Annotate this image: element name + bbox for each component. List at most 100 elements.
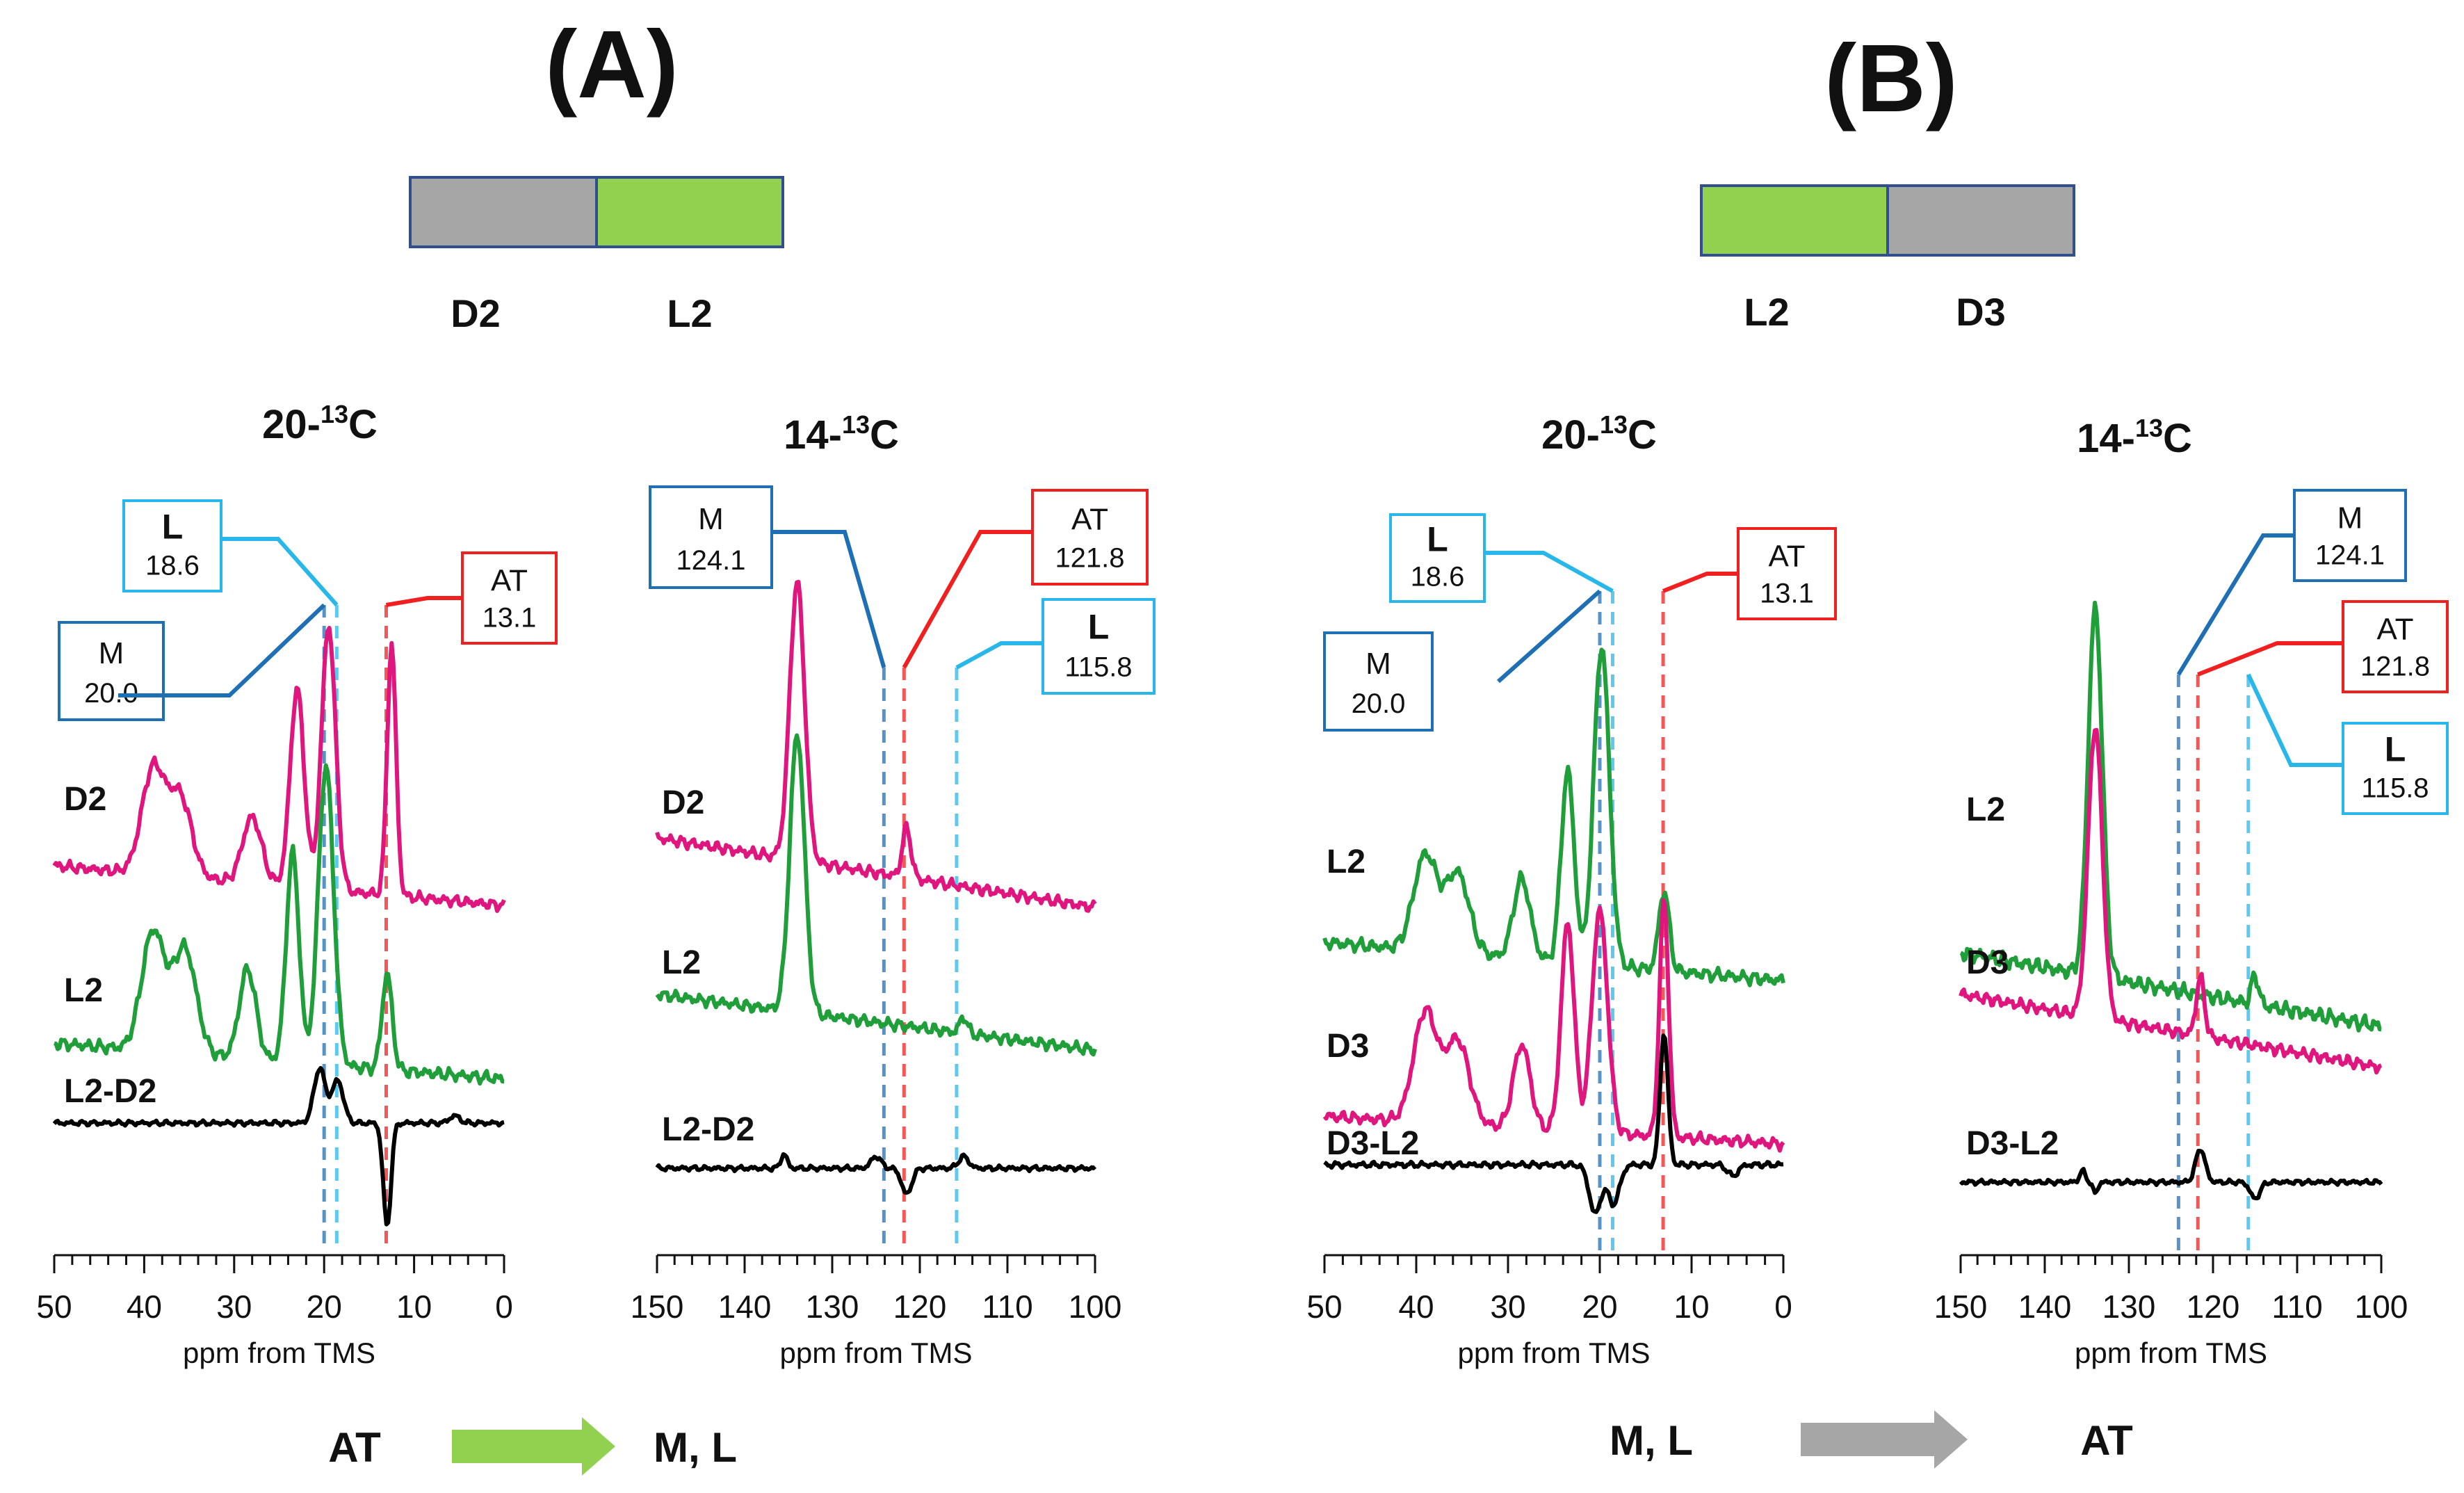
chart-title: 20-13C	[262, 400, 378, 447]
spectrum-trace-d3-l2	[1323, 1033, 1784, 1214]
chart-title-tail: C	[870, 412, 899, 458]
x-axis-title: ppm from TMS	[183, 1337, 375, 1369]
annotation-value: 115.8	[2361, 773, 2429, 804]
x-tick-label: 110	[2271, 1289, 2322, 1325]
annotation-name: L	[2385, 730, 2406, 769]
annotation-name: AT	[491, 564, 528, 598]
trace-label: D3	[1327, 1028, 1369, 1065]
x-tick-label: 30	[216, 1289, 252, 1325]
spectrum-trace-l2-d2	[655, 1152, 1097, 1195]
annotation-name: M	[1365, 647, 1391, 681]
annotation-leader-l	[221, 537, 339, 606]
chart-b-14: 14-13C 150 140 130 120 110 100 ppm from TMS L2 D3…	[1934, 414, 2449, 1369]
annotation-leader-m	[118, 603, 326, 697]
trace-label: L2-D2	[64, 1073, 156, 1110]
chart-title-main: 20-	[262, 402, 321, 447]
panel-label: (B)	[1824, 25, 1958, 132]
x-tick-label: 140	[2018, 1289, 2072, 1325]
spectrum-trace-l2	[655, 733, 1097, 1057]
segment-block-d2	[409, 176, 598, 248]
annotation-leader-m	[1497, 589, 1601, 684]
annotation-box-at	[1737, 527, 1837, 620]
spectrum-trace-d3	[1322, 898, 1785, 1153]
chart-b-20: 20-13C 50 40 30 20 10 0 ppm from TMS L2 D3 D3-L2 M 2…	[1306, 410, 1837, 1369]
annotation-value: 18.6	[145, 551, 200, 581]
trace-label: L2-D2	[662, 1111, 754, 1148]
trace-label: L2	[64, 972, 103, 1009]
x-axis-title: ppm from TMS	[780, 1337, 973, 1369]
chart-title-sup: 13	[1600, 410, 1628, 439]
chart-title-sup: 13	[2135, 414, 2163, 442]
x-tick-label: 0	[495, 1289, 513, 1325]
chart-title: 14-13C	[784, 410, 899, 458]
annotation-box-m	[58, 621, 165, 721]
flow-from-label: M, L	[1610, 1417, 1693, 1464]
annotation-name: M	[2337, 501, 2363, 535]
spectrum-trace-l2-d2	[52, 1066, 505, 1227]
x-tick-label: 110	[982, 1289, 1032, 1325]
annotation-value: 124.1	[2315, 540, 2385, 571]
x-tick-label: 50	[1306, 1289, 1342, 1325]
annotation-box-at	[2342, 600, 2449, 693]
annotation-leader-at	[1662, 572, 1738, 593]
trace-label: D2	[662, 784, 704, 821]
x-tick-label: 20	[307, 1289, 342, 1325]
annotation-box-l	[122, 499, 222, 592]
flow-to-label: AT	[2080, 1417, 2133, 1464]
annotation-value: 20.0	[1352, 688, 1406, 719]
spectrum-trace-l2	[1322, 647, 1785, 987]
x-tick-label: 100	[1069, 1289, 1122, 1325]
x-tick-label: 140	[718, 1289, 772, 1325]
annotation-name: AT	[1071, 503, 1108, 537]
segment-label: D3	[1956, 290, 2006, 334]
chart-title-tail: C	[2163, 416, 2192, 461]
annotation-leader-m	[772, 530, 886, 668]
segment-block-l2	[595, 176, 784, 248]
x-tick-label: 40	[127, 1289, 162, 1325]
annotation-value: 121.8	[2360, 652, 2430, 682]
segment-block-l2	[1700, 184, 1889, 257]
chart-title-sup: 13	[321, 400, 348, 428]
spectrum-trace-l2	[54, 763, 505, 1086]
trace-label: L2	[662, 944, 701, 981]
annotation-name: AT	[1769, 540, 1806, 574]
spectrum-trace-d2	[52, 626, 506, 913]
trace-label: D3-L2	[1966, 1125, 2059, 1162]
chart-title-main: 20-	[1541, 412, 1600, 458]
x-tick-label: 130	[2102, 1289, 2156, 1325]
segment-block-d3	[1886, 184, 2075, 257]
x-axis-title: ppm from TMS	[1458, 1337, 1651, 1369]
annotation-box-l	[1389, 513, 1486, 603]
annotation-box-l	[1041, 598, 1156, 695]
spectrum-trace-l2	[1959, 600, 2382, 1033]
trace-label: D3-L2	[1327, 1125, 1419, 1162]
x-tick-label: 20	[1582, 1289, 1617, 1325]
x-tick-label: 50	[36, 1289, 72, 1325]
annotation-leader-at	[902, 530, 1032, 669]
annotation-value: 20.0	[84, 678, 138, 709]
annotation-name: L	[162, 508, 184, 547]
x-tick-label: 30	[1490, 1289, 1525, 1325]
annotation-name: L	[1427, 520, 1448, 559]
annotation-box-at	[1031, 489, 1149, 586]
chart-a-20: 20-13C 50 40 30 20 10 0 ppm from TMS D2 L2 L2-D2 M 2…	[36, 400, 558, 1369]
annotation-leader-l	[955, 641, 1043, 670]
chart-title-tail: C	[1628, 412, 1657, 458]
x-tick-label: 10	[396, 1289, 432, 1325]
trace-label: L2	[1327, 844, 1365, 880]
x-tick-label: 10	[1673, 1289, 1709, 1325]
flow-from-label: AT	[328, 1424, 381, 1471]
annotation-leader-m	[2176, 533, 2294, 676]
panel-label: (A)	[545, 11, 679, 118]
trace-label: D2	[64, 781, 106, 818]
x-tick-label: 130	[806, 1289, 859, 1325]
annotation-box-at	[461, 551, 558, 645]
annotation-name: L	[1088, 608, 1110, 647]
x-tick-label: 150	[631, 1289, 684, 1325]
annotation-name: M	[698, 502, 724, 536]
x-tick-label: 150	[1934, 1289, 1988, 1325]
chart-title-sup: 13	[842, 410, 870, 439]
segment-label: L2	[1744, 290, 1789, 334]
annotation-value: 124.1	[676, 545, 745, 576]
